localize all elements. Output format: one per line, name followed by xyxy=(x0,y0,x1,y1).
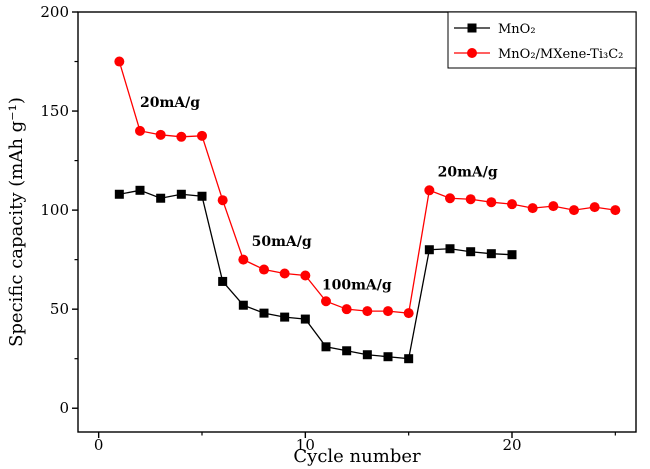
data-point xyxy=(610,205,621,216)
data-point xyxy=(135,185,145,195)
data-point xyxy=(424,245,434,255)
data-point xyxy=(114,189,124,199)
data-point xyxy=(176,189,186,199)
legend: MnO₂ MnO₂/MXene-Ti₃C₂ xyxy=(447,11,637,69)
x-tick-label: 10 xyxy=(296,436,315,454)
data-point xyxy=(217,195,228,206)
y-tick-label: 50 xyxy=(50,300,69,318)
data-point xyxy=(238,254,249,265)
series-2 xyxy=(114,56,621,319)
data-point xyxy=(589,202,600,213)
y-tick-label: 200 xyxy=(40,3,69,21)
rate-annotation: 20mA/g xyxy=(140,95,200,111)
data-point xyxy=(486,197,497,208)
data-point xyxy=(238,300,248,310)
data-point xyxy=(507,199,517,210)
data-point xyxy=(362,306,373,317)
data-point xyxy=(342,346,352,356)
data-point xyxy=(362,350,372,360)
rate-annotation: 20mA/g xyxy=(438,164,498,180)
data-point xyxy=(259,264,269,275)
data-point xyxy=(155,129,166,140)
data-point xyxy=(321,296,331,307)
data-point xyxy=(445,193,455,204)
data-point xyxy=(321,342,331,352)
y-axis-label: Specific capacity (mAh g⁻¹) xyxy=(6,97,27,347)
rate-annotation: 100mA/g xyxy=(322,277,392,293)
data-point xyxy=(279,268,290,279)
data-point xyxy=(569,205,579,216)
data-point xyxy=(300,270,311,281)
data-point xyxy=(507,250,517,260)
x-axis-label: Cycle number xyxy=(293,446,421,467)
y-tick-label: 150 xyxy=(40,102,69,120)
data-point xyxy=(341,304,352,315)
series-line xyxy=(119,189,513,360)
legend-label: MnO₂/MXene-Ti₃C₂ xyxy=(498,47,623,62)
data-point xyxy=(424,185,435,196)
data-point xyxy=(300,314,310,324)
annotation-layer: 20mA/g 50mA/g 100mA/g 20mA/g xyxy=(140,95,498,293)
data-point xyxy=(114,56,125,67)
data-point xyxy=(197,130,207,141)
data-point xyxy=(218,276,228,286)
data-point xyxy=(135,125,145,136)
data-point xyxy=(383,352,393,362)
series-layer xyxy=(114,56,621,364)
data-point xyxy=(259,308,269,318)
plot-frame xyxy=(77,11,637,433)
y-tick-label: 100 xyxy=(40,201,69,219)
data-point xyxy=(404,354,414,364)
data-point xyxy=(486,249,496,259)
legend-label: MnO₂ xyxy=(498,22,536,37)
data-point xyxy=(176,131,187,142)
data-point xyxy=(445,244,455,254)
series-1 xyxy=(114,185,517,364)
data-point xyxy=(383,306,393,317)
data-point xyxy=(527,203,538,214)
data-point xyxy=(156,193,166,203)
data-point xyxy=(548,201,559,212)
x-tick-label: 0 xyxy=(94,436,104,454)
legend-box xyxy=(447,11,637,69)
data-point xyxy=(197,191,207,201)
legend-marker xyxy=(467,23,477,33)
y-tick-label: 0 xyxy=(59,399,69,417)
data-point xyxy=(466,247,476,257)
rate-annotation: 50mA/g xyxy=(252,234,312,250)
data-point xyxy=(280,312,290,322)
legend-marker xyxy=(467,48,477,58)
data-point xyxy=(403,308,414,319)
x-tick-label: 20 xyxy=(502,436,521,454)
data-point xyxy=(465,194,476,205)
